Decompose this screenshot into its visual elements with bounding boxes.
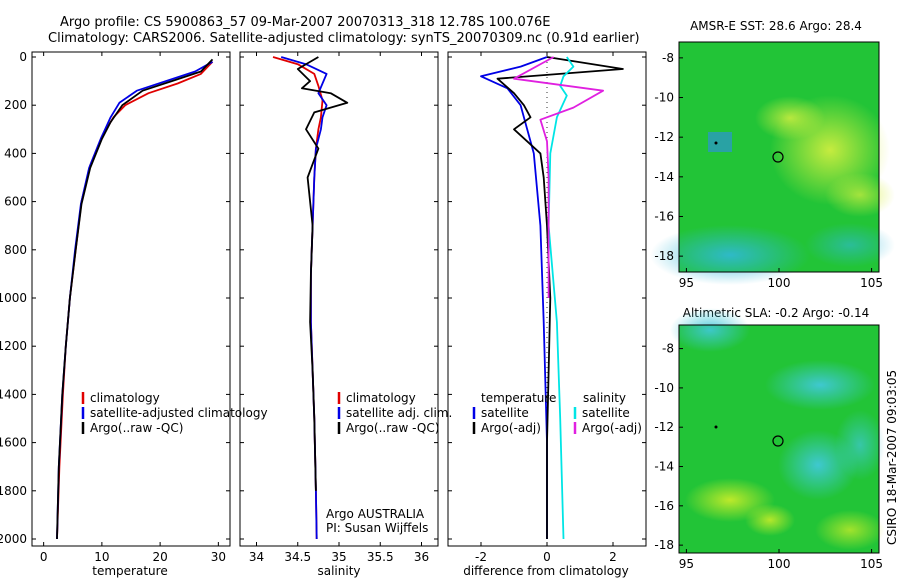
map-x-tick-label: 105 [860,276,883,290]
y-tick-label: 400 [4,146,27,160]
legend-label-satellite: satellite-adjusted climatology [90,406,268,420]
map-y-tick-label: -16 [654,209,674,223]
map-x-tick-label: 105 [860,557,883,571]
difference-panel: -2 0 2 [448,52,646,564]
temperature-legend: climatology satellite-adjusted climatolo… [81,391,268,435]
series-line-climatology [56,61,214,540]
series-line-salinity-satellite [547,56,575,540]
legend-label-temp-satellite: satellite [481,406,529,420]
legend-label-satellite: satellite adj. clim. [346,406,452,420]
salinity-xlabel: salinity [317,564,360,578]
x-tick-label: 35 [331,550,346,564]
map-y-tick-label: -10 [654,91,674,105]
map-y-tick-label: -18 [654,538,674,552]
temperature-axes-frame [31,51,231,547]
sla-low-patch [670,308,750,352]
figure-title-line2: Climatology: CARS2006. Satellite-adjuste… [48,31,640,46]
x-tick-label: 34 [249,550,264,564]
y-tick-label: 1000 [0,291,27,305]
legend-label-sal-argo: Argo(-adj) [582,421,642,435]
difference-xlabel: difference from climatology [463,564,629,578]
map-y-tick-label: -8 [662,51,674,65]
y-tick-label: 1600 [0,436,27,450]
map-y-tick-label: -18 [654,249,674,263]
x-tick-label: 20 [152,550,167,564]
y-tick-label: 1400 [0,387,27,401]
legend-label-argo: Argo(..raw -QC) [346,421,439,435]
legend-title-temperature: temperature [481,391,556,405]
temperature-xlabel: temperature [92,564,167,578]
temperature-panel: 0 10 20 30 0 200 400 600 800 1000 1200 1400 1600 1800… [0,50,230,564]
salinity-annotation-line1: Argo AUSTRALIA [326,507,425,521]
series-line-argo-raw-qc [296,56,349,491]
map-y-tick-label: -8 [662,342,674,356]
y-tick-label: 200 [4,98,27,112]
y-tick-label: 1800 [0,484,27,498]
sst-missing-data-patch [708,132,732,152]
salinity-axes-frame [239,51,439,547]
map-y-tick-label: -10 [654,381,674,395]
map-y-tick-label: -14 [654,460,674,474]
x-tick-label: 34.5 [284,550,311,564]
legend-title-salinity: salinity [583,391,626,405]
x-tick-label: 2 [609,550,617,564]
sla-map [670,308,885,554]
map-x-tick-label: 95 [679,557,694,571]
x-tick-label: 35.5 [367,550,394,564]
x-tick-label: 10 [94,550,109,564]
map-y-tick-label: -16 [654,499,674,513]
sla-low-patch [835,410,885,480]
map-x-tick-label: 100 [768,276,791,290]
series-line-satellite-adjusted-climatology [56,61,213,540]
series-line-argo-raw-qc [56,58,214,540]
map-x-tick-label: 95 [679,276,694,290]
y-tick-label: 2000 [0,532,27,546]
figure-title-line1: Argo profile: CS 5900863_57 09-Mar-2007 … [60,15,550,30]
footer-timestamp: CSIRO 18-Mar-2007 09:03:05 [885,370,899,545]
map-y-tick-label: -12 [654,130,674,144]
series-line-temperature-satellite [480,56,548,539]
sst-cool-patch [805,223,895,267]
legend-label-sal-satellite: satellite [582,406,630,420]
sst-warm-patch [825,173,895,217]
sla-high-patch [745,504,795,536]
sst-track-dot [714,141,718,145]
sla-high-patch [815,510,885,550]
y-tick-label: 1200 [0,339,27,353]
x-tick-label: 30 [211,550,226,564]
x-tick-label: -2 [475,550,487,564]
legend-label-temp-argo: Argo(-adj) [481,421,541,435]
sst-map-axes: 95 100 105 -8 -10 -12 -14 -16 -18 [654,51,883,290]
series-line-salinity-argo-adj [513,56,604,298]
sst-map-title: AMSR-E SST: 28.6 Argo: 28.4 [690,19,862,33]
series-line-temperature-argo-adj [496,56,624,539]
difference-legend: temperature satellite Argo(-adj) salinit… [472,391,642,435]
sst-profile-location-marker [772,151,784,163]
y-tick-label: 800 [4,243,27,257]
x-tick-label: 0 [40,550,48,564]
y-tick-label: 600 [4,195,27,209]
map-y-tick-label: -12 [654,420,674,434]
sst-map [650,41,895,285]
salinity-annotation-line2: PI: Susan Wijffels [326,521,428,535]
salinity-legend: climatology satellite adj. clim. Argo(..… [326,391,452,535]
sst-warm-patch [755,96,825,140]
map-x-tick-label: 100 [768,557,791,571]
legend-label-climatology: climatology [346,391,416,405]
sst-cool-patch [650,225,810,285]
y-tick-label: 0 [19,50,27,64]
sla-track-dot [714,425,718,429]
series-line-satellite-adj-clim [280,56,328,540]
legend-label-climatology: climatology [90,391,160,405]
x-tick-label: 36 [414,550,429,564]
legend-label-argo: Argo(..raw -QC) [90,421,183,435]
salinity-panel: 34 34.5 35 35.5 36 [240,52,438,564]
sla-map-axes: 95 100 105 -8 -10 -12 -14 -16 -18 [654,342,883,571]
map-y-tick-label: -14 [654,170,674,184]
x-tick-label: 0 [543,550,551,564]
sla-profile-location-marker [772,435,784,447]
sla-low-patch [765,360,875,410]
